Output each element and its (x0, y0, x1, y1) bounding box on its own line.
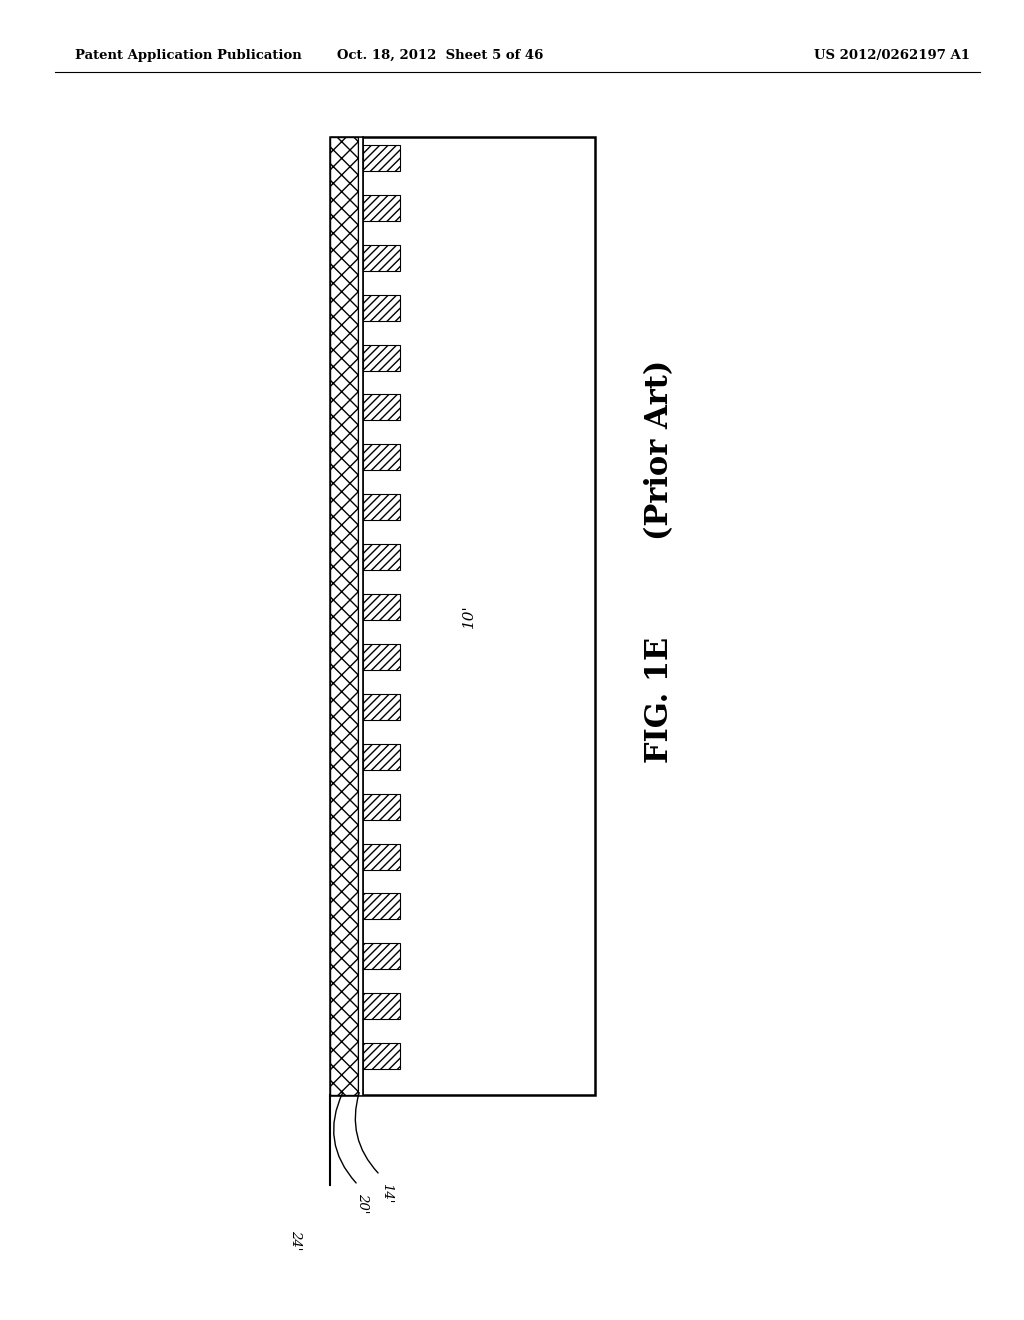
Bar (362, 743, 400, 770)
Bar (362, 145, 400, 172)
Bar (362, 445, 400, 470)
Bar (330, 137, 595, 1096)
Bar (362, 694, 400, 719)
Bar (362, 294, 400, 321)
Bar (362, 544, 400, 570)
Bar (362, 494, 400, 520)
Bar (362, 793, 400, 820)
Text: Oct. 18, 2012  Sheet 5 of 46: Oct. 18, 2012 Sheet 5 of 46 (337, 49, 543, 62)
Text: 24': 24' (289, 1230, 302, 1250)
Bar (362, 395, 400, 421)
Bar (362, 894, 400, 920)
Bar (362, 1043, 400, 1069)
Text: 10': 10' (462, 605, 476, 628)
Bar (362, 244, 400, 271)
Text: 20': 20' (356, 1193, 369, 1213)
Bar (362, 195, 400, 220)
Text: 14': 14' (380, 1183, 393, 1204)
Bar (362, 993, 400, 1019)
Bar (362, 345, 400, 371)
Text: (Prior Art): (Prior Art) (644, 360, 676, 540)
Bar (362, 594, 400, 620)
Text: US 2012/0262197 A1: US 2012/0262197 A1 (814, 49, 970, 62)
Text: FIG. 1E: FIG. 1E (644, 636, 676, 763)
Bar (358, 137, 362, 1096)
Bar (362, 644, 400, 671)
Bar (362, 843, 400, 870)
Bar (362, 944, 400, 969)
Bar (330, 137, 358, 1096)
Text: Patent Application Publication: Patent Application Publication (75, 49, 302, 62)
